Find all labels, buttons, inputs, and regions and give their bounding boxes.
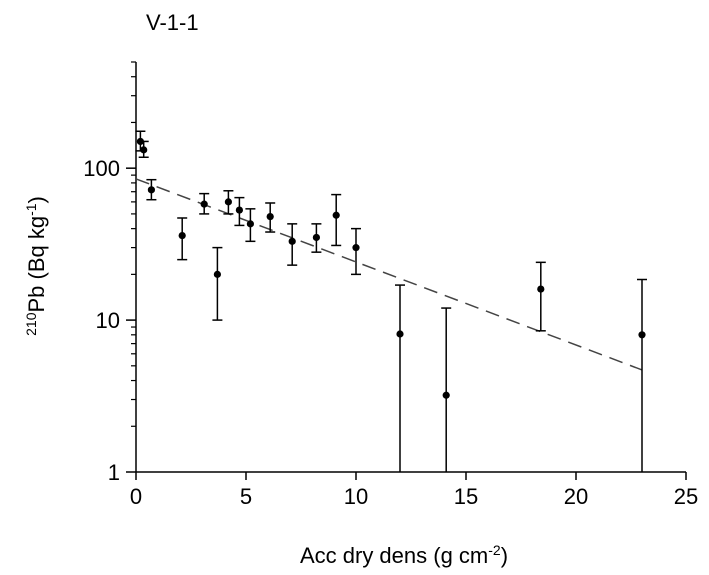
- y-tick-label-2: 100: [83, 156, 120, 181]
- data-point-9: [266, 213, 274, 221]
- data-point-7: [235, 206, 243, 214]
- data-point-14: [396, 330, 404, 338]
- x-axis-label-main: Acc dry dens (g cm: [300, 543, 488, 568]
- data-point-4: [200, 200, 208, 208]
- y-axis-label-tail: ): [24, 196, 49, 203]
- fit-line-group: [135, 178, 643, 371]
- x-tick-label-5: 25: [674, 484, 698, 509]
- x-tick-label-3: 15: [454, 484, 478, 509]
- y-tick-label-1: 10: [96, 308, 120, 333]
- x-tick-label-0: 0: [130, 484, 142, 509]
- tick-labels: 0 5 10 15 20 25 1 10 100: [83, 156, 698, 509]
- data-point-8: [246, 220, 254, 228]
- data-point-16: [537, 285, 545, 293]
- data-point-13: [352, 244, 360, 252]
- error-bars: [135, 130, 647, 472]
- data-point-15: [442, 391, 450, 399]
- data-point-2: [147, 186, 155, 194]
- y-axis-label-sup2: -1: [23, 203, 39, 216]
- y-tick-label-0: 1: [108, 460, 120, 485]
- x-tick-label-1: 5: [240, 484, 252, 509]
- data-point-3: [178, 231, 186, 240]
- y-axis-label-sup: 210: [23, 312, 39, 336]
- x-tick-label-2: 10: [344, 484, 368, 509]
- x-axis-label-tail: ): [501, 543, 508, 568]
- fit-line: [135, 178, 643, 371]
- data-point-10: [288, 237, 296, 245]
- y-axis-label: 210Pb (Bq kg-1): [23, 196, 49, 336]
- y-axis-label-main: Pb (Bq kg: [24, 216, 49, 313]
- data-point-12: [332, 211, 340, 219]
- data-point-5: [213, 270, 221, 278]
- data-point-11: [312, 233, 320, 242]
- x-tick-label-4: 20: [564, 484, 588, 509]
- data-point-1: [140, 146, 148, 154]
- x-axis-label: Acc dry dens (g cm-2): [300, 542, 508, 568]
- x-axis-label-sup: -2: [488, 542, 501, 558]
- data-point-17: [638, 331, 646, 339]
- axes: [126, 61, 687, 480]
- data-point-6: [224, 198, 232, 206]
- chart-title: V-1-1: [146, 10, 199, 35]
- data-point-0: [136, 137, 144, 146]
- data-points: [136, 137, 646, 399]
